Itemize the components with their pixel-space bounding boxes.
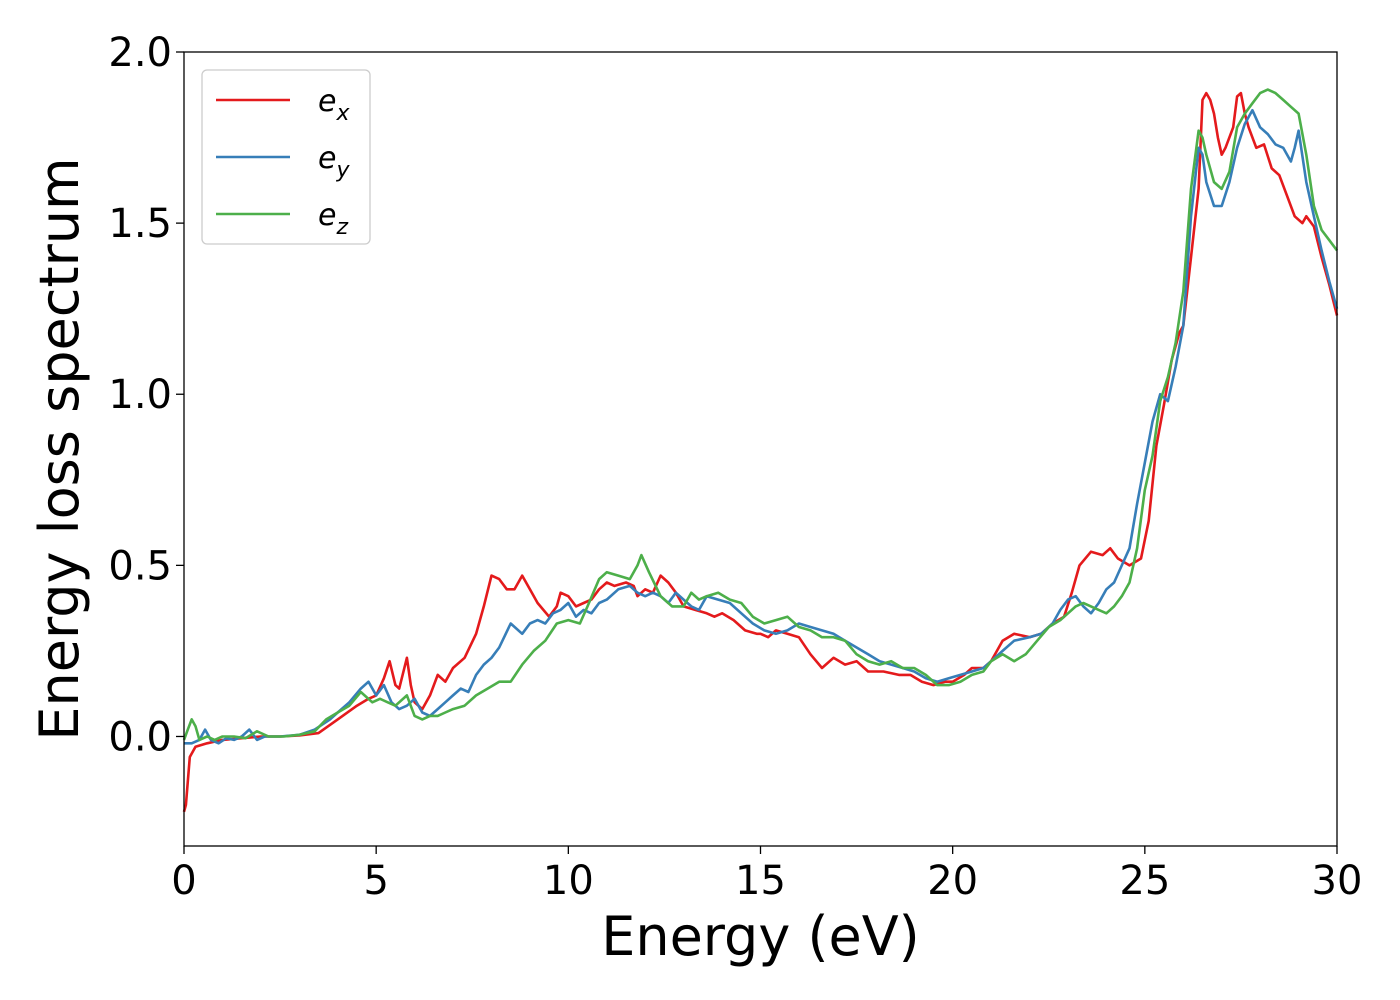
- x-axis-title: Energy (eV): [601, 905, 920, 968]
- legend-label-base: e: [318, 141, 336, 176]
- x-tick-label: 20: [927, 858, 978, 904]
- legend-label-base: e: [318, 198, 336, 233]
- x-tick-label: 15: [735, 858, 786, 904]
- legend-label-subscript: y: [335, 158, 350, 183]
- legend-label-y: ey: [318, 141, 350, 183]
- y-tick-label: 0.0: [108, 714, 172, 760]
- series-line-z: [182, 88, 1339, 742]
- x-tick-label: 5: [363, 858, 388, 904]
- y-axis: 0.0 0.5 1.0 1.5 2.0: [108, 30, 184, 760]
- x-tick-label: 10: [543, 858, 594, 904]
- y-tick-label: 2.0: [108, 30, 172, 76]
- x-tick-label: 25: [1119, 858, 1170, 904]
- x-axis: 0 5 10 15 20 25 30: [171, 846, 1362, 904]
- legend-label-x: ex: [318, 84, 350, 126]
- series-line-y: [184, 108, 1339, 745]
- x-tick-label: 30: [1312, 858, 1363, 904]
- y-tick-label: 0.5: [108, 543, 172, 589]
- y-tick-label: 1.0: [108, 372, 172, 418]
- x-tick-label: 0: [171, 858, 196, 904]
- legend-label-subscript: x: [335, 101, 350, 126]
- y-tick-label: 1.5: [108, 201, 172, 247]
- legend-label-z: ez: [318, 198, 348, 240]
- y-axis-title: Energy loss spectrum: [28, 157, 91, 740]
- series-lines: [182, 88, 1339, 813]
- legend-label-subscript: z: [335, 215, 348, 240]
- legend-label-base: e: [318, 84, 336, 119]
